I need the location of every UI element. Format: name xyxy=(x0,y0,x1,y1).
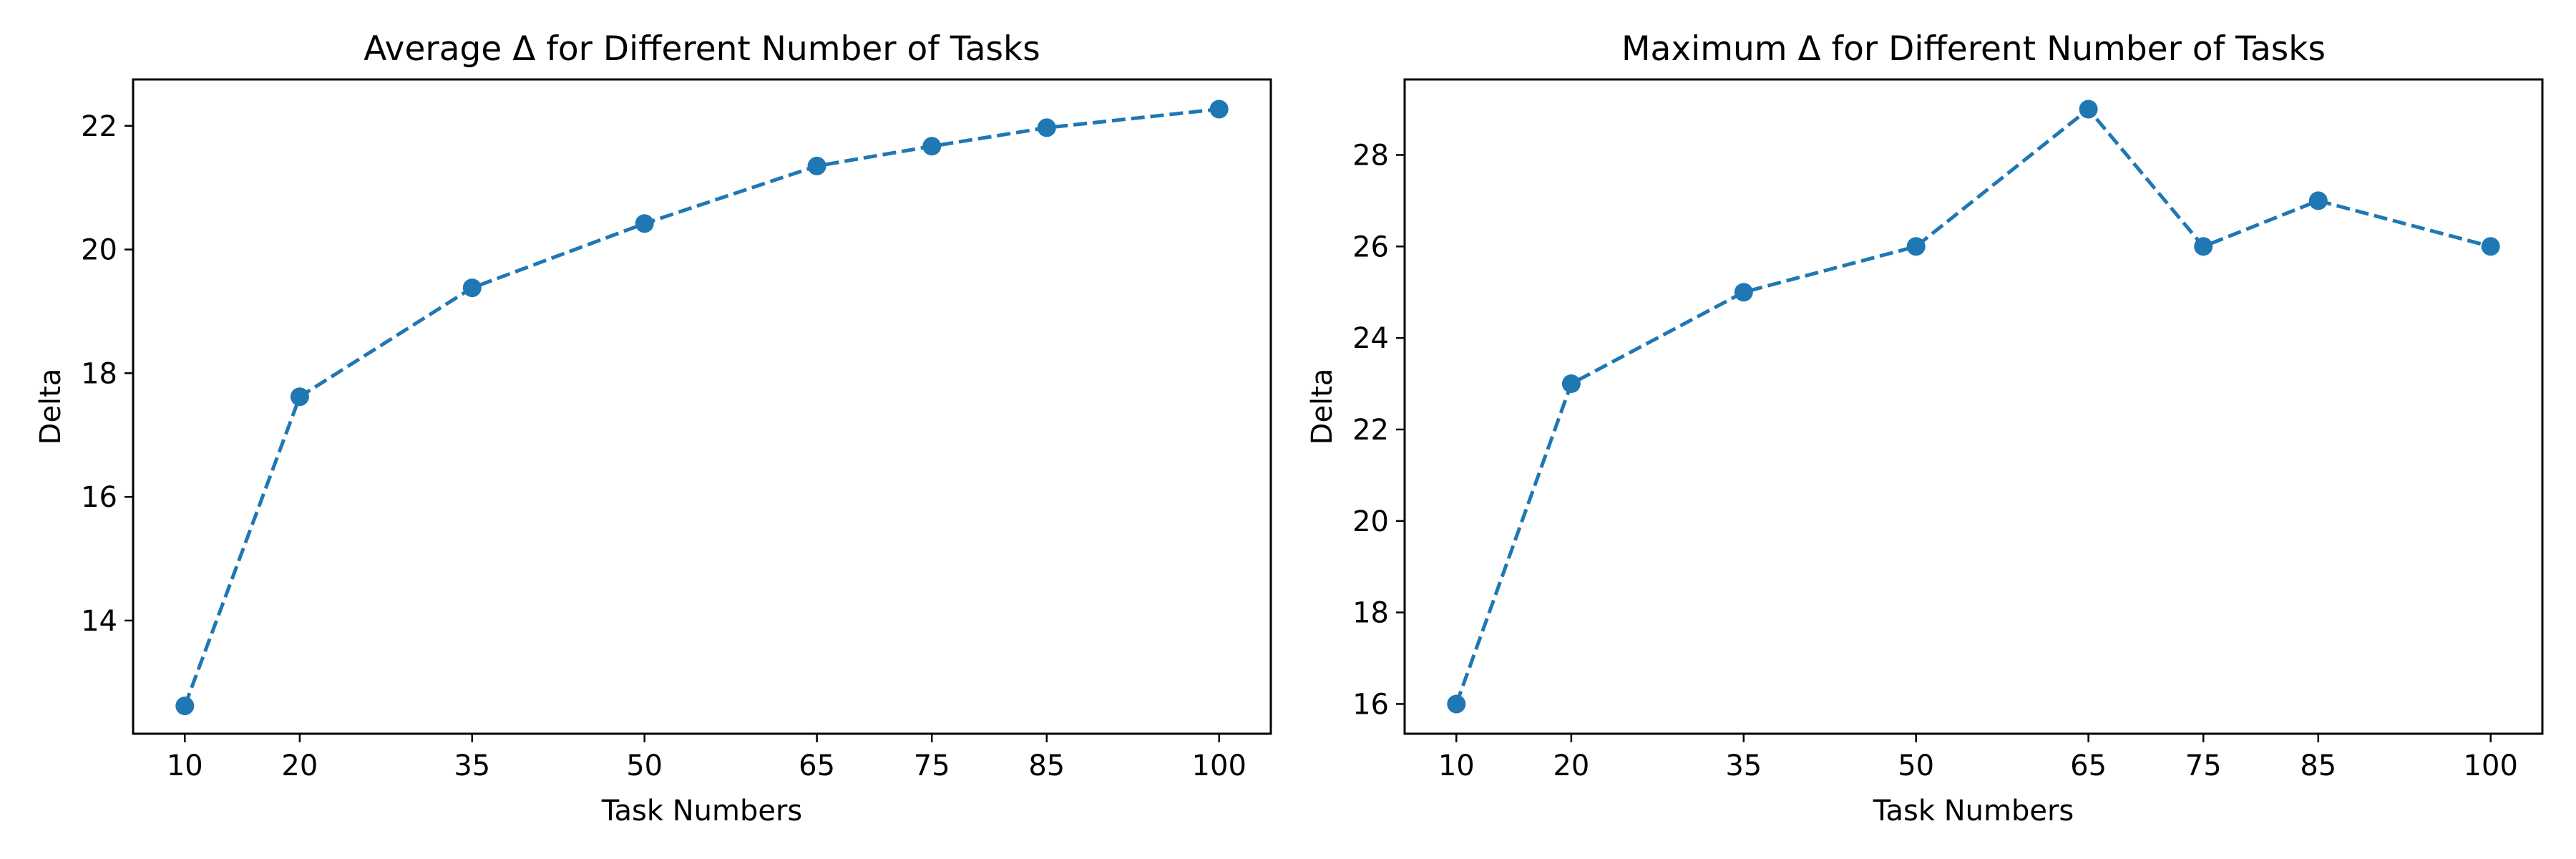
data-point xyxy=(175,697,195,716)
plot-frame xyxy=(1403,78,2544,735)
y-axis: 16 18 20 22 24 26 28 xyxy=(1352,139,1405,721)
x-tick-label: 100 xyxy=(1192,749,1246,782)
y-tick-label: 28 xyxy=(1352,139,1389,172)
y-tick-label: 22 xyxy=(1352,414,1389,447)
x-axis-label: Task Numbers xyxy=(1873,795,2074,828)
y-tick-label: 22 xyxy=(81,110,117,143)
chart-title: Maximum Δ for Different Number of Tasks xyxy=(1621,29,2326,69)
x-tick-label: 20 xyxy=(1553,749,1589,782)
series-layer xyxy=(1447,100,2500,714)
x-tick-label: 20 xyxy=(281,749,318,782)
data-point xyxy=(2308,191,2328,210)
data-point xyxy=(2194,237,2213,256)
y-axis-label: Delta xyxy=(34,369,67,445)
x-tick-label: 75 xyxy=(914,749,950,782)
data-point xyxy=(1447,694,1466,714)
data-point xyxy=(1734,283,1753,302)
plot-frame xyxy=(132,78,1272,735)
data-point xyxy=(462,278,482,298)
x-axis: 10 20 35 50 65 75 85 100 xyxy=(167,734,1246,782)
data-point xyxy=(2079,100,2098,119)
series-line xyxy=(1454,107,2492,705)
data-point xyxy=(1209,100,1229,119)
x-tick-label: 65 xyxy=(799,749,835,782)
y-axis-label: Delta xyxy=(1306,369,1339,445)
y-tick-label: 14 xyxy=(81,605,117,638)
y-tick-label: 24 xyxy=(1352,322,1389,355)
x-tick-label: 35 xyxy=(1725,749,1762,782)
data-point xyxy=(290,387,309,407)
data-point xyxy=(2481,237,2500,256)
series-line xyxy=(182,107,1219,707)
data-point xyxy=(922,137,942,156)
y-tick-label: 20 xyxy=(81,234,117,267)
x-tick-label: 35 xyxy=(454,749,490,782)
y-tick-label: 20 xyxy=(1352,505,1389,538)
data-point xyxy=(807,156,826,175)
y-tick-label: 18 xyxy=(81,357,117,390)
x-tick-label: 100 xyxy=(2464,749,2518,782)
series-layer xyxy=(175,100,1229,716)
average-delta-chart: Average Δ for Different Number of Tasks … xyxy=(34,29,1272,828)
y-tick-label: 16 xyxy=(81,481,117,514)
x-tick-label: 50 xyxy=(626,749,663,782)
chart-title: Average Δ for Different Number of Tasks xyxy=(364,29,1040,69)
data-point xyxy=(635,214,654,233)
x-axis-label: Task Numbers xyxy=(601,795,803,828)
x-tick-label: 75 xyxy=(2185,749,2222,782)
x-tick-label: 65 xyxy=(2070,749,2107,782)
x-tick-label: 50 xyxy=(1898,749,1934,782)
x-tick-label: 10 xyxy=(167,749,203,782)
y-tick-label: 18 xyxy=(1352,597,1389,630)
x-tick-label: 10 xyxy=(1438,749,1475,782)
data-point xyxy=(1037,118,1056,137)
x-tick-label: 85 xyxy=(1028,749,1065,782)
maximum-delta-chart: Maximum Δ for Different Number of Tasks … xyxy=(1306,29,2544,828)
x-tick-label: 85 xyxy=(2300,749,2336,782)
y-axis: 14 16 18 20 22 xyxy=(81,110,133,638)
y-tick-label: 16 xyxy=(1352,688,1389,721)
data-point xyxy=(1906,237,1926,256)
x-axis: 10 20 35 50 65 75 85 100 xyxy=(1438,734,2518,782)
data-point xyxy=(1561,374,1581,393)
y-tick-label: 26 xyxy=(1352,230,1389,263)
